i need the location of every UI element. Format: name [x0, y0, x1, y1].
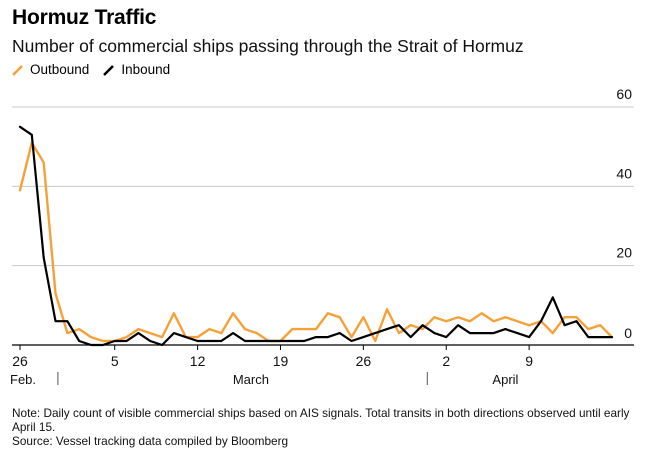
y-tick-label-40: 40 [616, 165, 632, 181]
chart-title: Hormuz Traffic [12, 6, 157, 29]
series-line-inbound [18, 125, 614, 347]
y-tick-label-20: 20 [616, 245, 632, 261]
month-label-2: April [492, 372, 518, 387]
legend-item-inbound: Inbound [103, 62, 170, 77]
x-tick-label-4: 26 [356, 353, 372, 369]
x-tick-label-6: 9 [525, 353, 533, 369]
line-chart: 0 20 40 60 26 5 12 19 26 2 9 Feb. March April [10, 86, 634, 387]
y-tick-label-60: 60 [616, 86, 632, 102]
x-tick-label-5: 2 [442, 353, 450, 369]
legend: Outbound Inbound [12, 62, 184, 77]
month-label-1: March [233, 372, 269, 387]
legend-label-outbound: Outbound [30, 62, 90, 77]
note-text: Note: Daily count of visible commercial … [12, 406, 630, 434]
x-tick-label-1: 5 [111, 353, 119, 369]
chart-subtitle: Number of commercial ships passing throu… [12, 36, 524, 56]
legend-label-inbound: Inbound [121, 62, 171, 77]
chart-note: Note: Daily count of visible commercial … [12, 406, 642, 448]
month-label-0: Feb. [10, 372, 36, 387]
y-tick-label-0: 0 [624, 325, 632, 341]
x-tick-label-2: 12 [190, 353, 206, 369]
legend-item-outbound: Outbound [12, 62, 89, 77]
series-line-outbound [18, 141, 614, 343]
source-text: Source: Vessel tracking data compiled by… [12, 434, 289, 448]
x-tick-label-3: 19 [273, 353, 289, 369]
x-tick-label-0: 26 [12, 353, 28, 369]
legend-swatch-outbound [12, 64, 24, 76]
legend-swatch-inbound [103, 64, 115, 76]
